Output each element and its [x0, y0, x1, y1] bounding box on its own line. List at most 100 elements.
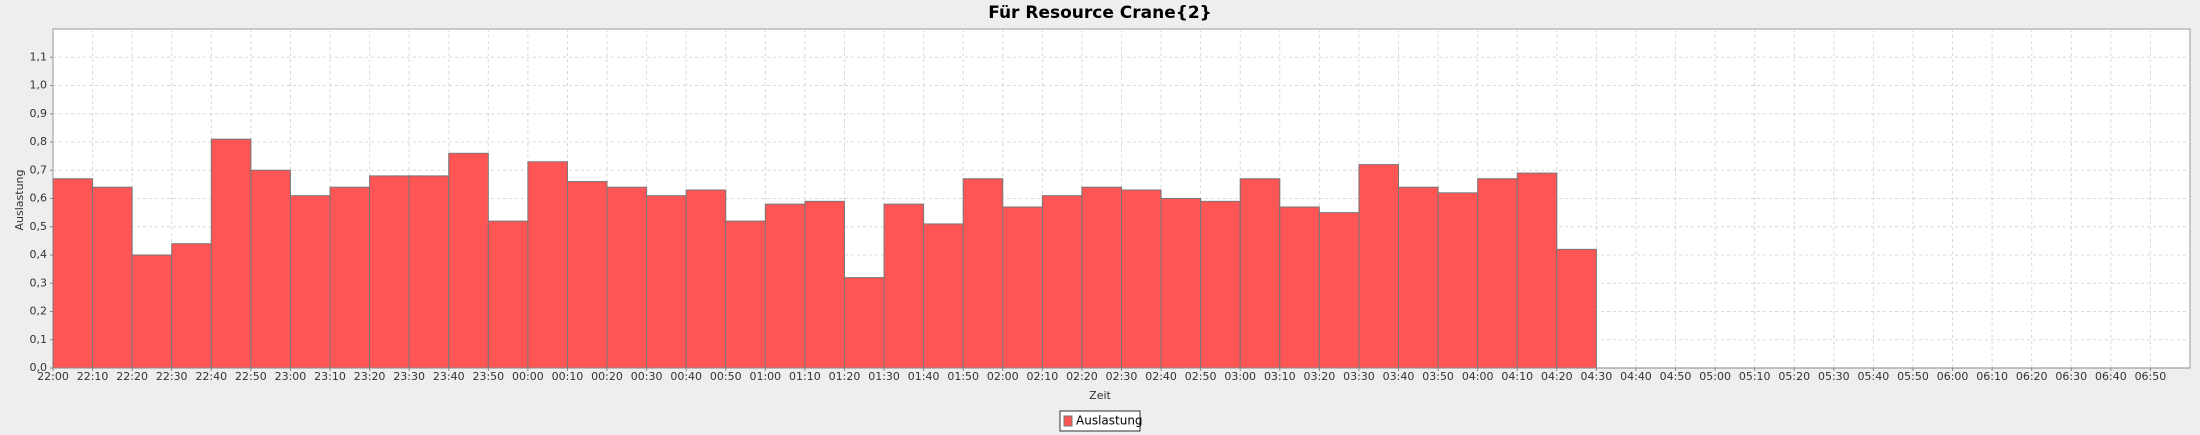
x-tick-label: 02:10: [1027, 370, 1059, 383]
y-tick-label: 0,1: [30, 333, 48, 346]
x-tick-label: 05:30: [1818, 370, 1850, 383]
x-tick-label: 00:10: [552, 370, 584, 383]
x-tick-label: 05:40: [1858, 370, 1890, 383]
x-tick-label: 00:20: [591, 370, 623, 383]
y-tick-label: 0,7: [30, 163, 48, 176]
x-tick-label: 22:40: [195, 370, 227, 383]
bar: [923, 223, 964, 369]
x-tick-label: 00:00: [512, 370, 544, 383]
x-tick-label: 01:10: [789, 370, 821, 383]
y-axis-label: Auslastung: [13, 170, 26, 231]
x-tick-label: 02:30: [1106, 370, 1138, 383]
bar: [685, 189, 727, 369]
bar: [1556, 248, 1597, 369]
bar: [527, 161, 568, 369]
x-tick-label: 23:10: [314, 370, 346, 383]
x-tick-label: 06:30: [2055, 370, 2087, 383]
x-tick-label: 23:30: [393, 370, 425, 383]
x-tick-label: 04:10: [1501, 370, 1533, 383]
x-tick-label: 03:10: [1264, 370, 1296, 383]
bar: [52, 178, 94, 369]
x-tick-label: 00:30: [631, 370, 663, 383]
x-tick-label: 22:50: [235, 370, 267, 383]
bar: [1081, 186, 1122, 369]
x-tick-label: 02:20: [1066, 370, 1098, 383]
x-tick-label: 00:40: [670, 370, 702, 383]
bar: [1318, 212, 1360, 369]
x-tick-label: 03:50: [1422, 370, 1454, 383]
x-tick-label: 03:30: [1343, 370, 1375, 383]
bar: [1279, 206, 1320, 369]
bar: [1477, 178, 1518, 369]
legend-box: [1059, 410, 1141, 432]
x-tick-label: 01:40: [908, 370, 940, 383]
y-tick-label: 0,9: [30, 107, 48, 120]
x-tick-label: 23:40: [433, 370, 465, 383]
x-tick-label: 06:00: [1937, 370, 1969, 383]
x-tick-label: 00:50: [710, 370, 742, 383]
x-tick-label: 02:50: [1185, 370, 1217, 383]
x-tick-label: 22:00: [37, 370, 69, 383]
y-tick-label: 0,4: [30, 248, 48, 261]
x-tick-label: 01:00: [749, 370, 781, 383]
bar: [804, 200, 845, 369]
y-tick-label: 0,2: [30, 305, 48, 318]
bar: [1516, 172, 1558, 369]
x-tick-label: 02:00: [987, 370, 1019, 383]
bar: [646, 195, 687, 369]
bar: [448, 152, 489, 369]
x-tick-label: 06:50: [2135, 370, 2167, 383]
bar: [329, 186, 371, 369]
bar: [1358, 164, 1400, 369]
x-tick-label: 05:20: [1778, 370, 1810, 383]
y-tick-label: 0,8: [30, 135, 48, 148]
bar: [1437, 192, 1479, 369]
y-tick-label: 1,1: [30, 50, 48, 63]
bar: [1398, 186, 1439, 369]
x-tick-label: 23:20: [354, 370, 386, 383]
bar: [566, 181, 608, 369]
x-tick-label: 06:10: [1976, 370, 2008, 383]
bar: [1200, 200, 1241, 369]
x-tick-label: 05:10: [1739, 370, 1771, 383]
bar: [1160, 198, 1202, 369]
legend-swatch: [1063, 415, 1073, 427]
bar: [1002, 206, 1043, 369]
x-axis-label: Zeit: [1089, 389, 1111, 402]
bar: [250, 169, 291, 369]
bar: [843, 277, 885, 369]
legend: Auslastung: [1059, 410, 1143, 432]
x-tick-label: 06:40: [2095, 370, 2127, 383]
bar: [606, 186, 648, 369]
y-tick-label: 1,0: [30, 79, 48, 92]
x-tick-label: 23:00: [275, 370, 307, 383]
bar: [210, 138, 252, 369]
bar: [131, 254, 173, 369]
x-tick-label: 03:20: [1304, 370, 1336, 383]
x-tick-label: 04:30: [1581, 370, 1613, 383]
y-tick-label: 0,0: [30, 361, 48, 374]
bar: [1041, 195, 1083, 369]
bar: [289, 195, 331, 369]
x-tick-label: 05:00: [1699, 370, 1731, 383]
bar: [487, 220, 529, 369]
x-tick-label: 01:30: [868, 370, 900, 383]
x-tick-label: 04:00: [1462, 370, 1494, 383]
x-tick-label: 04:20: [1541, 370, 1573, 383]
bar: [1239, 178, 1281, 369]
x-tick-label: 01:20: [829, 370, 861, 383]
bar: [883, 203, 925, 369]
x-tick-label: 23:50: [472, 370, 504, 383]
bar: [764, 203, 806, 369]
x-tick-label: 03:40: [1383, 370, 1415, 383]
legend-label: Auslastung: [1076, 414, 1143, 428]
x-tick-label: 02:40: [1145, 370, 1177, 383]
bar: [92, 186, 133, 369]
bar: [408, 175, 450, 369]
x-tick-label: 22:30: [156, 370, 188, 383]
x-tick-label: 03:00: [1224, 370, 1256, 383]
y-tick-label: 0,5: [30, 220, 48, 233]
x-tick-label: 01:50: [947, 370, 979, 383]
bar: [725, 220, 766, 369]
